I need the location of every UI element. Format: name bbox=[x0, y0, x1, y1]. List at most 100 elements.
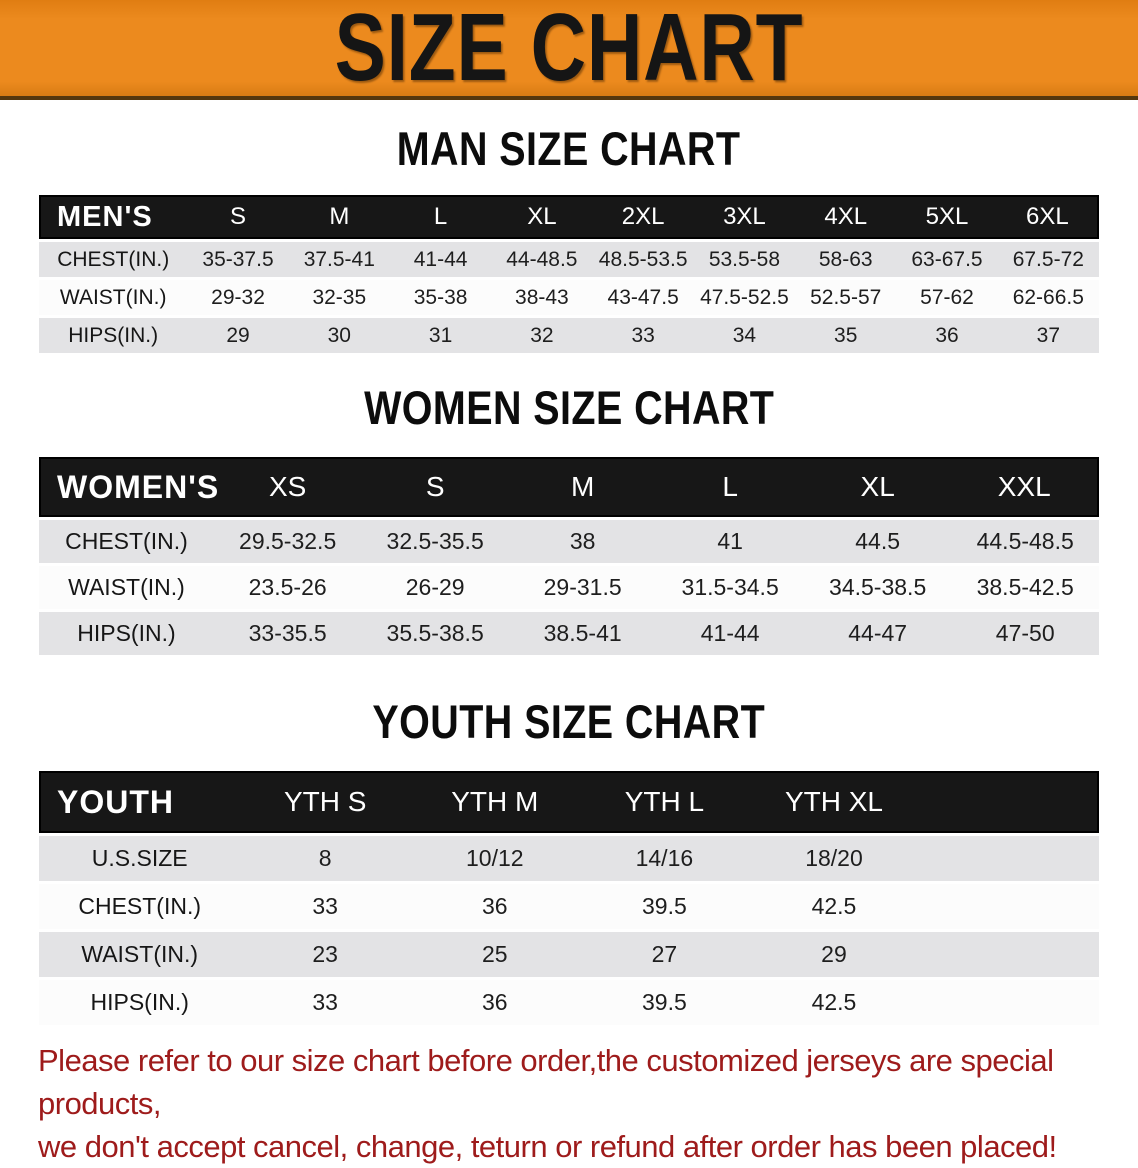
size-cell: 33 bbox=[592, 318, 694, 353]
size-cell-spacer bbox=[918, 836, 1099, 881]
size-cell: 41-44 bbox=[389, 242, 492, 277]
size-cell: 29 bbox=[749, 932, 919, 977]
size-cell: 67.5-72 bbox=[997, 242, 1099, 277]
column-header: YTH XL bbox=[749, 771, 919, 833]
size-cell: 41-44 bbox=[656, 612, 804, 655]
size-cell: 37 bbox=[997, 318, 1099, 353]
section-women: WOMEN SIZE CHART WOMEN'S XS S M L XL XXL CHEST(I… bbox=[0, 384, 1138, 658]
size-cell: 23.5-26 bbox=[213, 566, 362, 609]
row-label: CHEST(IN.) bbox=[39, 520, 214, 563]
size-cell: 32 bbox=[491, 318, 593, 353]
table-row: HIPS(IN.) 33 36 39.5 42.5 bbox=[39, 980, 1099, 1025]
row-label: U.S.SIZE bbox=[39, 836, 241, 881]
table-row: WAIST(IN.) 23.5-26 26-29 29-31.5 31.5-34.5 34… bbox=[39, 566, 1099, 609]
column-header: L bbox=[656, 457, 804, 517]
table-row: CHEST(IN.) 29.5-32.5 32.5-35.5 38 41 44.5 44.5… bbox=[39, 520, 1099, 563]
column-header: XL bbox=[803, 457, 952, 517]
size-cell: 35.5-38.5 bbox=[361, 612, 509, 655]
size-cell: 29.5-32.5 bbox=[213, 520, 362, 563]
section-heading-women: WOMEN SIZE CHART bbox=[0, 384, 1138, 431]
size-cell: 43-47.5 bbox=[592, 280, 694, 315]
column-header: 5XL bbox=[896, 195, 998, 239]
row-label: CHEST(IN.) bbox=[39, 884, 241, 929]
section-heading-text: YOUTH SIZE CHART bbox=[372, 695, 766, 748]
table-row: U.S.SIZE 8 10/12 14/16 18/20 bbox=[39, 836, 1099, 881]
column-header: 4XL bbox=[795, 195, 897, 239]
column-header: S bbox=[361, 457, 509, 517]
column-header: 2XL bbox=[592, 195, 694, 239]
size-cell: 32-35 bbox=[288, 280, 390, 315]
size-cell: 47-50 bbox=[951, 612, 1099, 655]
size-cell: 34.5-38.5 bbox=[803, 566, 952, 609]
table-row: HIPS(IN.) 29 30 31 32 33 34 35 36 37 bbox=[39, 318, 1099, 353]
size-cell: 10/12 bbox=[409, 836, 580, 881]
size-cell: 38 bbox=[508, 520, 657, 563]
size-cell: 53.5-58 bbox=[693, 242, 796, 277]
size-cell: 14/16 bbox=[579, 836, 750, 881]
column-header: M bbox=[288, 195, 390, 239]
disclaimer-line-1: Please refer to our size chart before or… bbox=[38, 1043, 1054, 1121]
size-cell-spacer bbox=[918, 932, 1099, 977]
size-cell-spacer bbox=[918, 884, 1099, 929]
column-header: YTH M bbox=[409, 771, 580, 833]
size-cell: 31 bbox=[389, 318, 492, 353]
table-row: WAIST(IN.) 29-32 32-35 35-38 38-43 43-47.5 47.… bbox=[39, 280, 1099, 315]
column-header: 6XL bbox=[997, 195, 1099, 239]
size-cell: 26-29 bbox=[361, 566, 509, 609]
row-label: HIPS(IN.) bbox=[39, 980, 241, 1025]
section-heading-text: WOMEN SIZE CHART bbox=[363, 381, 775, 434]
size-table-women: WOMEN'S XS S M L XL XXL CHEST(IN.) 29.5-32.5 32.5… bbox=[39, 454, 1099, 658]
section-youth: YOUTH SIZE CHART YOUTH YTH S YTH M YTH L YTH … bbox=[0, 698, 1138, 1028]
size-cell: 18/20 bbox=[749, 836, 919, 881]
size-cell: 36 bbox=[896, 318, 998, 353]
size-cell: 58-63 bbox=[795, 242, 897, 277]
row-label: CHEST(IN.) bbox=[39, 242, 188, 277]
column-header-spacer bbox=[918, 771, 1099, 833]
section-heading-text: MAN SIZE CHART bbox=[397, 122, 741, 175]
size-cell: 30 bbox=[288, 318, 390, 353]
size-cell: 29-31.5 bbox=[508, 566, 657, 609]
size-cell: 34 bbox=[693, 318, 796, 353]
column-header: M bbox=[508, 457, 657, 517]
size-cell: 23 bbox=[240, 932, 410, 977]
size-cell: 35-38 bbox=[389, 280, 492, 315]
table-header-row: YOUTH YTH S YTH M YTH L YTH XL bbox=[39, 771, 1099, 833]
size-cell: 42.5 bbox=[749, 980, 919, 1025]
size-cell: 44.5-48.5 bbox=[951, 520, 1099, 563]
size-cell: 38.5-41 bbox=[508, 612, 657, 655]
table-row: CHEST(IN.) 35-37.5 37.5-41 41-44 44-48.5 48.5… bbox=[39, 242, 1099, 277]
size-cell: 39.5 bbox=[579, 884, 750, 929]
size-cell: 35 bbox=[795, 318, 897, 353]
size-chart-sections: MAN SIZE CHART MEN'S S M L XL 2XL 3XL 4XL 5XL 6XL C… bbox=[0, 125, 1138, 1028]
disclaimer: Please refer to our size chart before or… bbox=[38, 1040, 1100, 1168]
column-header: 3XL bbox=[693, 195, 796, 239]
size-table-youth: YOUTH YTH S YTH M YTH L YTH XL U.S.SIZE 8 10/12… bbox=[39, 768, 1099, 1028]
row-label: HIPS(IN.) bbox=[39, 318, 188, 353]
column-header: YTH L bbox=[579, 771, 750, 833]
size-cell: 27 bbox=[579, 932, 750, 977]
size-chart-banner: SIZE CHART bbox=[0, 0, 1138, 100]
size-cell: 8 bbox=[240, 836, 410, 881]
size-cell: 33 bbox=[240, 884, 410, 929]
size-cell: 32.5-35.5 bbox=[361, 520, 509, 563]
section-men: MAN SIZE CHART MEN'S S M L XL 2XL 3XL 4XL 5XL 6XL C… bbox=[0, 125, 1138, 356]
size-cell: 44-47 bbox=[803, 612, 952, 655]
row-label: WAIST(IN.) bbox=[39, 566, 214, 609]
size-table-men: MEN'S S M L XL 2XL 3XL 4XL 5XL 6XL CHEST(IN.) 35-37… bbox=[39, 192, 1099, 356]
size-cell: 63-67.5 bbox=[896, 242, 998, 277]
size-cell: 37.5-41 bbox=[288, 242, 390, 277]
table-header-row: MEN'S S M L XL 2XL 3XL 4XL 5XL 6XL bbox=[39, 195, 1099, 239]
column-header: S bbox=[187, 195, 289, 239]
size-cell: 29 bbox=[187, 318, 289, 353]
size-cell: 57-62 bbox=[896, 280, 998, 315]
size-cell: 47.5-52.5 bbox=[693, 280, 796, 315]
size-cell: 36 bbox=[409, 884, 580, 929]
section-heading-men: MAN SIZE CHART bbox=[0, 125, 1138, 172]
row-label: WAIST(IN.) bbox=[39, 280, 188, 315]
column-header: XS bbox=[213, 457, 362, 517]
size-cell: 38-43 bbox=[491, 280, 593, 315]
size-cell: 41 bbox=[656, 520, 804, 563]
table-row: WAIST(IN.) 23 25 27 29 bbox=[39, 932, 1099, 977]
size-cell: 33-35.5 bbox=[213, 612, 362, 655]
group-label: WOMEN'S bbox=[39, 457, 218, 517]
